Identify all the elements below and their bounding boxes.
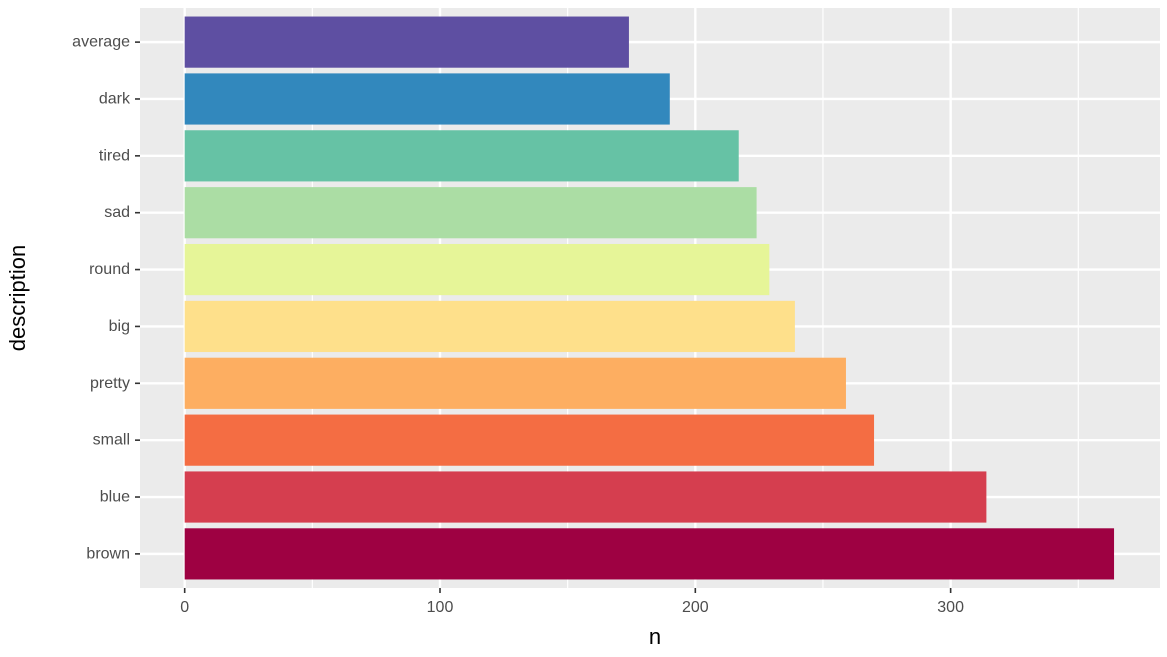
y-axis-title: description [5, 245, 30, 351]
bar-blue [184, 471, 987, 523]
y-axis: average dark tired sad round big pretty small bl… [72, 34, 140, 562]
bar-round [184, 243, 770, 296]
bar-pretty [184, 357, 846, 409]
x-tick-label: 100 [427, 599, 454, 616]
y-tick-label: round [89, 261, 130, 278]
bar-dark [184, 73, 670, 125]
y-tick-label: tired [99, 147, 130, 164]
x-tick-label: 200 [682, 599, 709, 616]
bar-sad [184, 187, 757, 239]
bar-average [184, 16, 629, 68]
y-tick-label: small [93, 432, 130, 449]
y-tick-label: blue [100, 489, 130, 506]
x-axis: 0 100 200 300 [180, 588, 964, 616]
x-tick-label: 0 [180, 599, 189, 616]
y-tick-label: big [109, 318, 130, 335]
y-tick-label: brown [86, 545, 130, 562]
x-tick-label: 300 [937, 599, 964, 616]
y-tick-label: dark [99, 90, 131, 107]
x-axis-title: n [649, 624, 661, 649]
bar-small [184, 414, 875, 466]
y-tick-label: average [72, 34, 130, 51]
bar-big [184, 300, 795, 353]
bar-brown [184, 528, 1115, 580]
bar-tired [184, 130, 739, 182]
y-tick-label: pretty [90, 375, 130, 392]
y-tick-label: sad [104, 204, 130, 221]
bars [184, 16, 1115, 580]
